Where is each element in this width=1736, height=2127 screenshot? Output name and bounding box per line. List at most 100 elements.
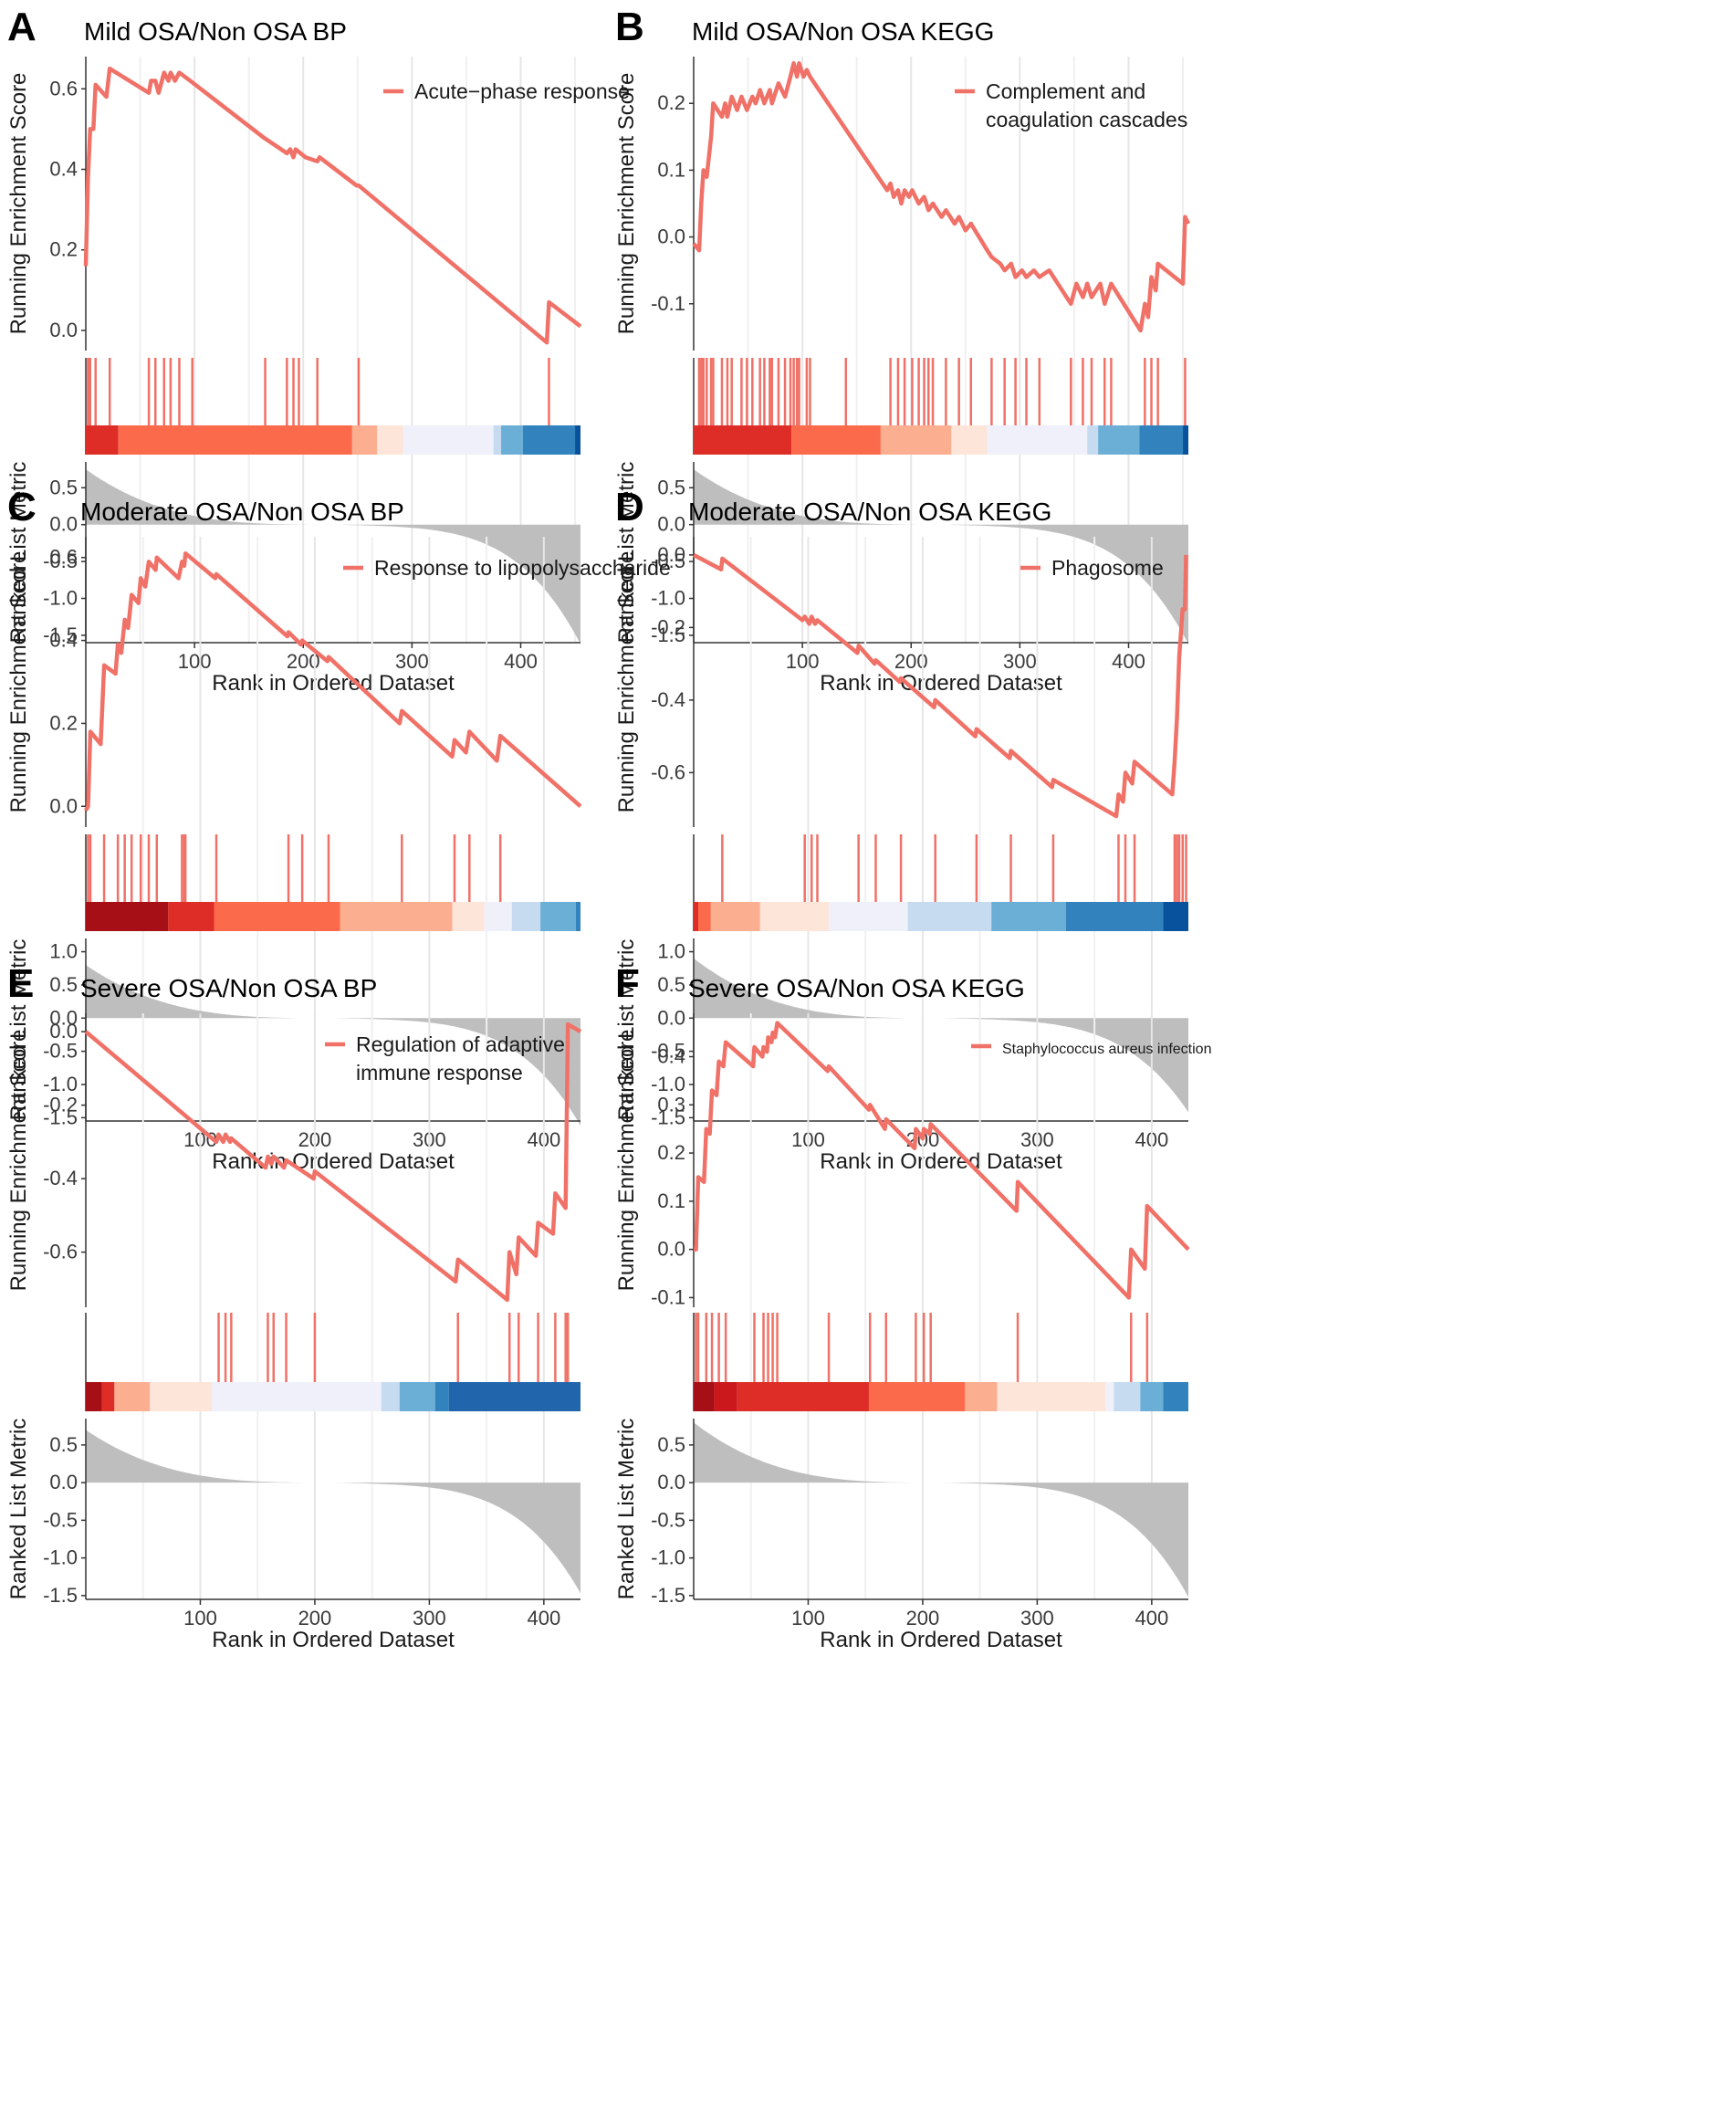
hit-marks (217, 1313, 570, 1382)
rank-heat-strip (86, 902, 580, 931)
x-tick-label: 300 (1020, 1607, 1054, 1629)
heat-segment (1087, 425, 1099, 455)
metric-y-axis-title: Ranked List Metric (6, 939, 31, 1121)
grid-lines (749, 1013, 1153, 1599)
es-y-tick-label: 0.0 (49, 1020, 78, 1043)
x-axis-title: Rank in Ordered Dataset (212, 1149, 455, 1174)
x-tick-label: 100 (791, 1607, 825, 1629)
panel-title: Mild OSA/Non OSA KEGG (692, 17, 994, 46)
metric-y-tick-label: -0.5 (651, 550, 685, 572)
metric-y-tick-label: -1.0 (43, 1546, 78, 1569)
heat-segment (1114, 1382, 1141, 1411)
x-tick-label: 400 (504, 650, 538, 673)
es-y-axis-title: Running Enrichment Score (6, 551, 31, 813)
panel-letter: C (7, 485, 37, 529)
heat-segment (791, 425, 881, 455)
heat-segment (511, 902, 541, 931)
gsea-panel-e: E Severe OSA/Non OSA BP0.0-0.2-0.4-0.6Run… (6, 961, 582, 1652)
panel-title: Severe OSA/Non OSA BP (80, 974, 377, 1002)
metric-y-tick-label: 0.5 (49, 1433, 78, 1456)
x-axis-title: Rank in Ordered Dataset (820, 671, 1062, 696)
es-y-axis-title: Running Enrichment Score (614, 1030, 639, 1292)
metric-y-tick-label: 0.5 (49, 476, 78, 498)
grid-lines (747, 57, 1185, 643)
metric-y-tick-label: -1.5 (651, 1584, 685, 1607)
metric-y-tick-label: -0.5 (43, 550, 78, 572)
heat-segment (484, 902, 512, 931)
metric-y-tick-label: 0.5 (657, 476, 685, 498)
heat-segment (168, 902, 214, 931)
es-y-tick-label: -0.4 (651, 688, 685, 711)
metric-y-axis-title: Ranked List Metric (614, 939, 639, 1121)
es-y-tick-label: 0.2 (657, 1141, 685, 1164)
es-y-tick-label: 0.2 (657, 91, 685, 114)
heat-segment (377, 425, 403, 455)
hit-marks (721, 834, 1187, 902)
es-y-tick-label: 0.2 (49, 238, 78, 261)
rank-heat-strip (694, 425, 1188, 455)
heat-segment (150, 1382, 213, 1411)
x-tick-label: 100 (183, 1607, 217, 1629)
metric-y-axis-title: Ranked List Metric (6, 1419, 31, 1600)
heat-segment (829, 902, 908, 931)
metric-y-tick-label: 0.5 (49, 973, 78, 996)
legend-label: Complement and (986, 79, 1145, 103)
es-y-tick-label: 0.0 (657, 543, 685, 566)
x-axis-title: Rank in Ordered Dataset (820, 1149, 1062, 1174)
heat-segment (1065, 902, 1164, 931)
metric-y-tick-label: 0.5 (657, 973, 685, 996)
metric-y-tick-label: -1.5 (651, 1105, 685, 1128)
heat-segment (907, 902, 992, 931)
es-y-tick-label: 0.0 (49, 319, 78, 341)
rank-heat-strip (694, 902, 1188, 931)
legend: Complement and coagulation cascades (955, 79, 1187, 131)
x-tick-label: 200 (298, 1607, 332, 1629)
heat-segment (501, 425, 523, 455)
es-y-tick-label: -0.2 (651, 615, 685, 638)
es-y-tick-label: -0.1 (651, 1285, 685, 1308)
x-tick-label: 200 (906, 1607, 940, 1629)
es-y-tick-label: -0.1 (651, 292, 685, 315)
es-curve (692, 552, 1188, 819)
metric-y-tick-label: -1.0 (651, 1073, 685, 1095)
heat-segment (403, 425, 494, 455)
panel-letter: B (615, 5, 644, 49)
heat-segment (114, 1382, 151, 1411)
metric-y-axis-title: Ranked List Metric (614, 1419, 639, 1600)
rank-heat-strip (694, 1382, 1188, 1411)
heat-segment (1140, 1382, 1164, 1411)
heat-segment (880, 425, 952, 455)
heat-segment (575, 425, 580, 455)
metric-y-tick-label: 0.5 (657, 1433, 685, 1456)
metric-y-axis-title: Ranked List Metric (614, 462, 639, 644)
hit-marks (87, 834, 502, 902)
grid-lines (141, 1013, 545, 1599)
legend: Response to lipopolysaccharide (343, 556, 671, 580)
x-axis-title: Rank in Ordered Dataset (212, 671, 455, 696)
metric-y-tick-label: -1.5 (43, 1584, 78, 1607)
x-tick-label: 400 (1112, 650, 1145, 673)
es-y-tick-label: -0.6 (651, 760, 685, 783)
heat-segment (86, 425, 119, 455)
heat-segment (351, 425, 378, 455)
heat-segment (694, 902, 699, 931)
x-tick-label: 300 (1003, 650, 1037, 673)
metric-y-tick-label: -0.5 (651, 1040, 685, 1063)
es-y-tick-label: -0.4 (43, 1167, 78, 1189)
legend-label: Acute−phase response (414, 79, 630, 103)
metric-y-axis-title: Ranked List Metric (6, 462, 31, 644)
es-y-tick-label: 0.0 (49, 794, 78, 817)
heat-segment (522, 425, 576, 455)
hit-marks (87, 358, 550, 425)
ranked-metric-area (86, 1430, 580, 1594)
metric-y-tick-label: -1.0 (43, 1073, 78, 1095)
legend-label: Regulation of adaptive (356, 1032, 565, 1056)
metric-y-tick-label: -1.0 (651, 587, 685, 610)
legend-label: immune response (356, 1061, 523, 1084)
x-axis-title: Rank in Ordered Dataset (820, 1628, 1062, 1652)
heat-segment (399, 1382, 435, 1411)
heat-segment (212, 1382, 382, 1411)
es-y-tick-label: 0.0 (657, 1238, 685, 1261)
es-y-axis-title: Running Enrichment Score (614, 551, 639, 813)
es-curve (84, 550, 582, 812)
